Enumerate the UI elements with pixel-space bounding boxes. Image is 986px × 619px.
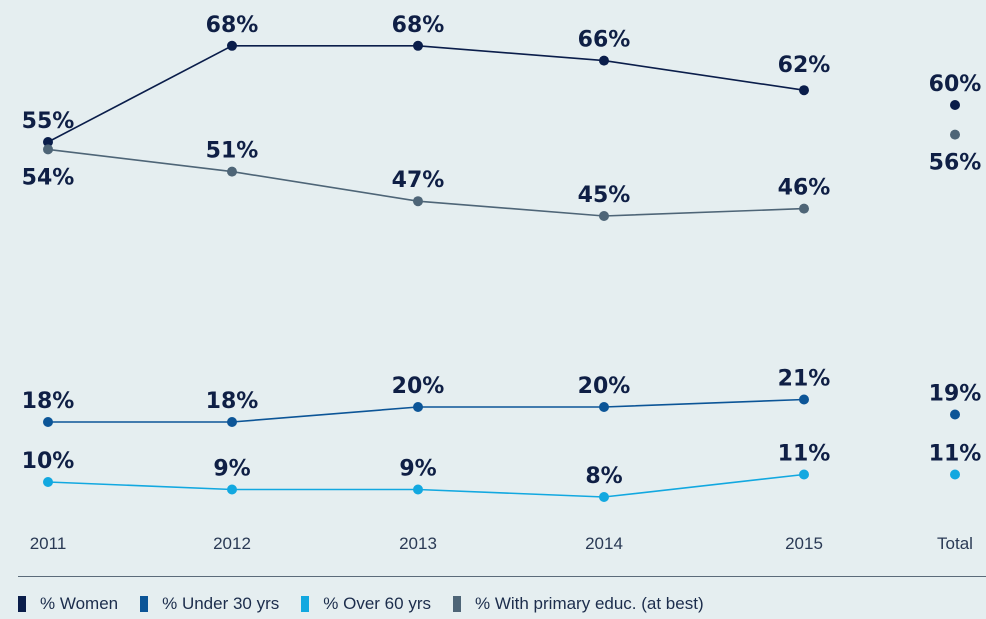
point-women-2013	[413, 40, 423, 51]
point-over-60-yrs-total	[950, 469, 960, 480]
x-tick-total: Total	[937, 534, 973, 553]
label-under-30-yrs-2013: 20%	[392, 374, 445, 399]
label-under-30-yrs-2014: 20%	[578, 374, 631, 399]
label-women-2014: 66%	[578, 28, 631, 53]
label-with-primary-educ-at-best-2014: 45%	[578, 183, 631, 208]
label-women-2013: 68%	[392, 13, 445, 38]
point-with-primary-educ-at-best-2014	[599, 211, 609, 221]
point-with-primary-educ-at-best-2011	[43, 144, 53, 155]
legend-divider	[18, 576, 986, 577]
series-line-under-30-yrs	[48, 398, 805, 423]
legend: % Women % Under 30 yrs % Over 60 yrs % With…	[18, 594, 726, 614]
point-under-30-yrs-2012	[227, 417, 237, 427]
x-axis-ticks: 2011 2012 2013 2014 2015 Total	[30, 534, 973, 553]
legend-item-women: % Women	[18, 594, 118, 614]
label-over-60-yrs-2013: 9%	[399, 457, 436, 482]
point-women-2012	[227, 40, 237, 51]
point-women-total	[950, 100, 960, 110]
data-labels: 55% 68% 68% 66% 62% 60% 54% 51% 47% 45% 46% 56% 18% 1…	[22, 13, 982, 489]
point-over-60-yrs-2012	[227, 484, 237, 495]
label-under-30-yrs-2012: 18%	[206, 389, 259, 414]
label-women-total: 60%	[929, 72, 982, 97]
legend-item-under-30-yrs: % Under 30 yrs	[140, 594, 279, 614]
point-women-2015	[799, 85, 809, 96]
point-under-30-yrs-2015	[799, 394, 809, 405]
legend-swatch	[452, 596, 461, 612]
point-over-60-yrs-2013	[413, 484, 423, 495]
x-tick-2014: 2014	[585, 534, 623, 553]
point-under-30-yrs-2011	[43, 417, 53, 427]
legend-swatch	[301, 596, 310, 612]
x-tick-2013: 2013	[399, 534, 437, 553]
legend-label: % With primary educ. (at best)	[474, 594, 704, 613]
label-with-primary-educ-at-best-2011: 54%	[22, 165, 75, 190]
point-over-60-yrs-2015	[799, 469, 809, 480]
point-over-60-yrs-2014	[599, 492, 609, 502]
label-under-30-yrs-total: 19%	[929, 382, 982, 407]
label-over-60-yrs-2011: 10%	[22, 449, 75, 474]
point-over-60-yrs-2011	[43, 477, 53, 487]
label-under-30-yrs-2015: 21%	[778, 367, 831, 392]
x-tick-2015: 2015	[785, 534, 823, 553]
point-with-primary-educ-at-best-2012	[227, 166, 237, 177]
label-over-60-yrs-2012: 9%	[213, 457, 250, 482]
label-women-2015: 62%	[778, 53, 831, 78]
legend-item-over-60-yrs: % Over 60 yrs	[301, 594, 431, 614]
x-tick-2012: 2012	[213, 534, 251, 553]
point-with-primary-educ-at-best-2013	[413, 196, 423, 207]
data-points	[43, 40, 960, 502]
legend-swatch	[18, 596, 26, 612]
label-over-60-yrs-total: 11%	[929, 442, 982, 467]
x-tick-2011: 2011	[30, 534, 67, 553]
point-women-2014	[599, 55, 609, 66]
point-under-30-yrs-2014	[599, 402, 609, 412]
point-under-30-yrs-total	[950, 409, 960, 420]
label-over-60-yrs-2014: 8%	[585, 464, 622, 489]
series-lines	[47, 45, 805, 498]
legend-item-with-primary-educ-at-best: % With primary educ. (at best)	[452, 594, 704, 614]
label-with-primary-educ-at-best-2015: 46%	[778, 176, 831, 201]
point-with-primary-educ-at-best-2015	[799, 203, 809, 214]
legend-label: % Women	[40, 594, 119, 613]
label-with-primary-educ-at-best-total: 56%	[929, 151, 982, 176]
series-line-women	[47, 45, 805, 143]
point-under-30-yrs-2013	[413, 402, 423, 412]
point-women-2011	[43, 137, 53, 147]
label-with-primary-educ-at-best-2013: 47%	[392, 168, 445, 193]
label-women-2012: 68%	[206, 13, 259, 38]
label-women-2011: 55%	[22, 109, 75, 134]
legend-swatch	[140, 596, 149, 612]
label-under-30-yrs-2011: 18%	[22, 389, 75, 414]
point-with-primary-educ-at-best-total	[950, 129, 960, 140]
label-with-primary-educ-at-best-2012: 51%	[206, 139, 259, 164]
legend-label: % Under 30 yrs	[162, 594, 280, 613]
label-over-60-yrs-2015: 11%	[778, 442, 831, 467]
legend-label: % Over 60 yrs	[323, 594, 431, 613]
